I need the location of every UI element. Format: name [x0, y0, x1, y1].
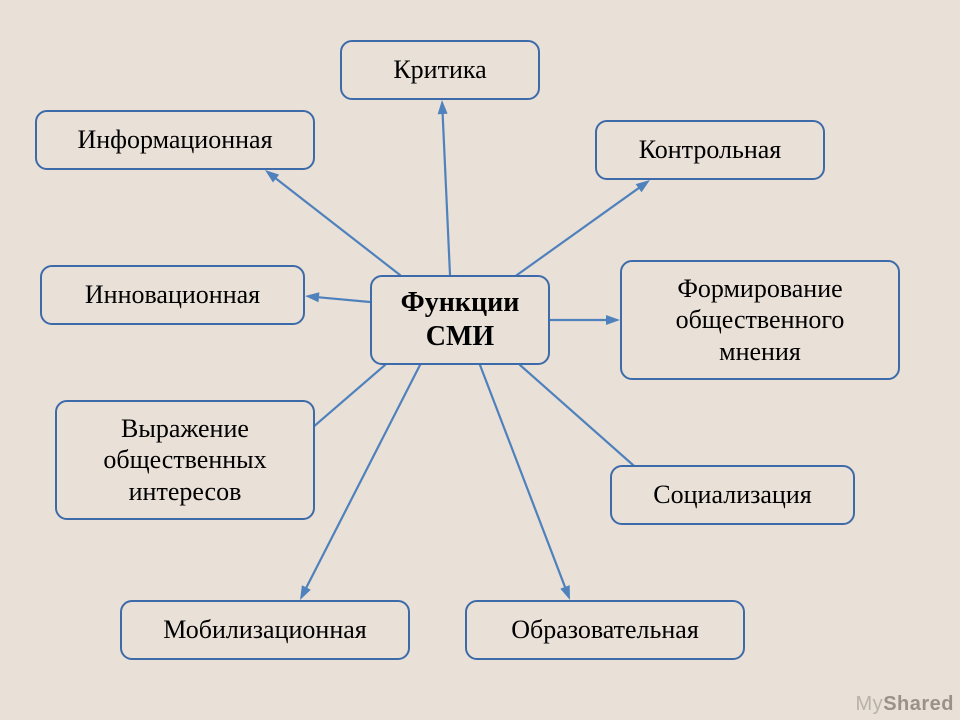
diagram-stage: MyShared Функции СМИ Критика Контрольная Ин… [0, 0, 960, 720]
node-information: Информационная [35, 110, 315, 170]
node-mobilization: Мобилизационная [120, 600, 410, 660]
watermark-prefix: My [856, 693, 884, 715]
node-socialization: Социализация [610, 465, 855, 525]
node-control: Контрольная [595, 120, 825, 180]
node-opinion: Формирование общественного мнения [620, 260, 900, 380]
node-critique: Критика [340, 40, 540, 100]
node-innovation: Инновационная [40, 265, 305, 325]
watermark: MyShared [856, 693, 954, 716]
watermark-accent: Shared [883, 693, 954, 715]
node-center: Функции СМИ [370, 275, 550, 365]
node-interests: Выражение общественных интересов [55, 400, 315, 520]
node-education: Образовательная [465, 600, 745, 660]
